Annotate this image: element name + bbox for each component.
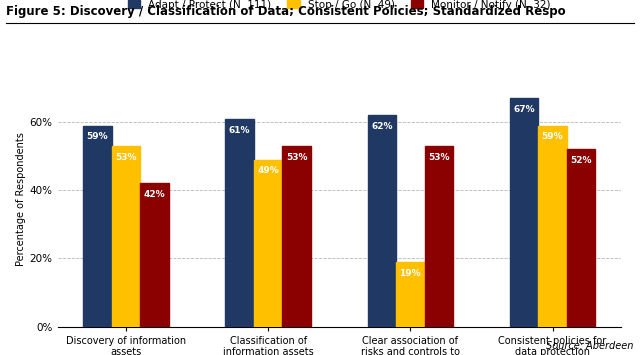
- Y-axis label: Percentage of Respondents: Percentage of Respondents: [15, 132, 26, 266]
- Bar: [254, 160, 282, 327]
- Text: 53%: 53%: [115, 153, 136, 162]
- Text: 53%: 53%: [428, 153, 449, 162]
- Text: 67%: 67%: [513, 105, 535, 114]
- Bar: [510, 98, 538, 327]
- Bar: [282, 146, 311, 327]
- Text: 49%: 49%: [257, 166, 279, 175]
- Text: 59%: 59%: [86, 132, 108, 141]
- Text: 53%: 53%: [286, 153, 307, 162]
- Text: 61%: 61%: [229, 126, 250, 135]
- Text: Figure 5: Discovery / Classification of Data; Consistent Policies; Standardized : Figure 5: Discovery / Classification of …: [6, 5, 566, 18]
- Bar: [424, 146, 453, 327]
- Text: 52%: 52%: [570, 156, 592, 165]
- Bar: [140, 184, 168, 327]
- Bar: [538, 126, 567, 327]
- Bar: [83, 126, 111, 327]
- Bar: [111, 146, 140, 327]
- Text: 59%: 59%: [541, 132, 563, 141]
- Bar: [367, 115, 396, 327]
- Text: 42%: 42%: [143, 190, 165, 199]
- Bar: [567, 149, 595, 327]
- Bar: [225, 119, 254, 327]
- Legend: Adapt / Protect (N  111), Stop / Go (N  49), Monitor / Notify (N  32): Adapt / Protect (N 111), Stop / Go (N 49…: [127, 0, 551, 10]
- Text: Source: Aberdeen: Source: Aberdeen: [546, 342, 634, 351]
- Bar: [396, 262, 424, 327]
- Text: 19%: 19%: [399, 269, 421, 278]
- Text: 62%: 62%: [371, 122, 392, 131]
